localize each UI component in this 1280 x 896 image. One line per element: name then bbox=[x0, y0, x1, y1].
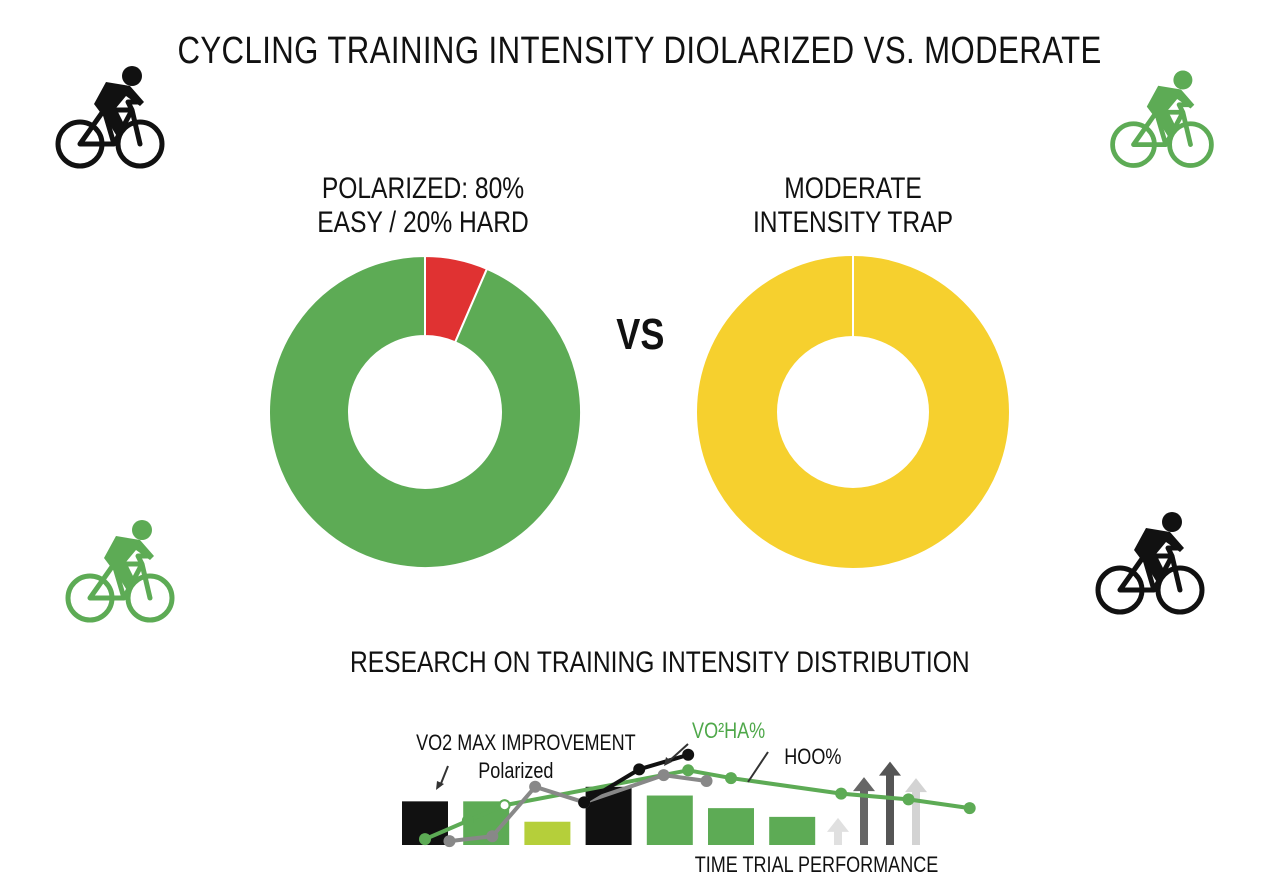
arrow-head-1 bbox=[827, 817, 849, 832]
moderate-chart-title: MODERATE INTENSITY TRAP bbox=[673, 172, 1033, 240]
polarized-donut-slice-2 bbox=[268, 254, 582, 569]
series-1-highlight-point bbox=[498, 799, 511, 812]
series-3-point-2 bbox=[633, 763, 646, 776]
green-pointer-line bbox=[667, 743, 689, 763]
series-1-point-7 bbox=[902, 793, 915, 806]
time-trial-annotation: TIME TRIAL PERFORMANCE bbox=[694, 852, 939, 877]
research-bar-chart bbox=[402, 748, 976, 848]
series-2-point-3 bbox=[529, 780, 542, 793]
bar-7 bbox=[769, 816, 816, 845]
vo2-ha-annotation: VO²HA% bbox=[692, 718, 766, 743]
cyclist-green-icon bbox=[1110, 70, 1214, 168]
cyclist-black-icon bbox=[55, 66, 165, 169]
series-1-point-2 bbox=[461, 814, 474, 827]
polarized-chart-title: POLARIZED: 80% EASY / 20% HARD bbox=[243, 172, 603, 240]
series-2-point-1 bbox=[443, 835, 456, 848]
moderate-donut-chart bbox=[697, 256, 1009, 568]
polarized-annotation: Polarized bbox=[478, 758, 554, 783]
arrow-shaft-4 bbox=[912, 790, 920, 845]
annotation-pointers bbox=[436, 743, 769, 790]
arrow-shaft-2 bbox=[860, 789, 868, 845]
vo2-max-annotation: VO2 MAX IMPROVEMENT bbox=[416, 730, 636, 755]
hoo-annotation: HOO% bbox=[784, 744, 842, 769]
polarized-title-line-1: POLARIZED: 80% bbox=[321, 172, 525, 205]
bar-6 bbox=[708, 808, 754, 845]
moderate-title-line-2: INTENSITY TRAP bbox=[752, 206, 954, 239]
arrow-shaft-3 bbox=[886, 773, 894, 845]
vo2-pointer-arrowhead bbox=[436, 781, 444, 790]
page-title: CYCLING TRAINING INTENSITY DIOLARIZED VS… bbox=[177, 30, 1103, 72]
series-2-point-2 bbox=[486, 830, 499, 843]
series-2-point-5 bbox=[657, 769, 670, 782]
series-2-line bbox=[449, 773, 707, 844]
series-1-point-8 bbox=[963, 802, 976, 815]
polarized-title-line-2: EASY / 20% HARD bbox=[317, 206, 529, 239]
bar-3 bbox=[524, 821, 571, 845]
series-1-point-1 bbox=[419, 833, 431, 846]
arrow-shaft-1 bbox=[834, 829, 842, 845]
research-title: RESEARCH ON TRAINING INTENSITY DISTRIBUT… bbox=[350, 646, 970, 679]
moderate-title-line-1: MODERATE bbox=[784, 172, 922, 205]
series-3-point-1 bbox=[578, 796, 591, 809]
bar-5 bbox=[646, 795, 693, 845]
arrow-head-3 bbox=[879, 761, 901, 776]
cyclist-black-icon bbox=[1095, 512, 1205, 615]
series-1-point-5 bbox=[725, 772, 737, 785]
series-1-point-4 bbox=[682, 764, 695, 777]
arrow-head-2 bbox=[853, 777, 875, 792]
polarized-donut-chart bbox=[268, 254, 582, 569]
vs-label: VS bbox=[615, 310, 665, 359]
series-3-point-3 bbox=[682, 748, 695, 761]
green-pointer-arrowhead bbox=[664, 757, 672, 766]
series-1-line bbox=[424, 768, 970, 842]
series-2-point-6 bbox=[700, 774, 713, 787]
vo2-pointer-line bbox=[439, 765, 449, 787]
hoo-pointer-line bbox=[747, 751, 769, 783]
cyclist-green-icon bbox=[65, 520, 175, 623]
series-1-point-6 bbox=[835, 787, 848, 800]
arrow-head-4 bbox=[905, 778, 927, 793]
